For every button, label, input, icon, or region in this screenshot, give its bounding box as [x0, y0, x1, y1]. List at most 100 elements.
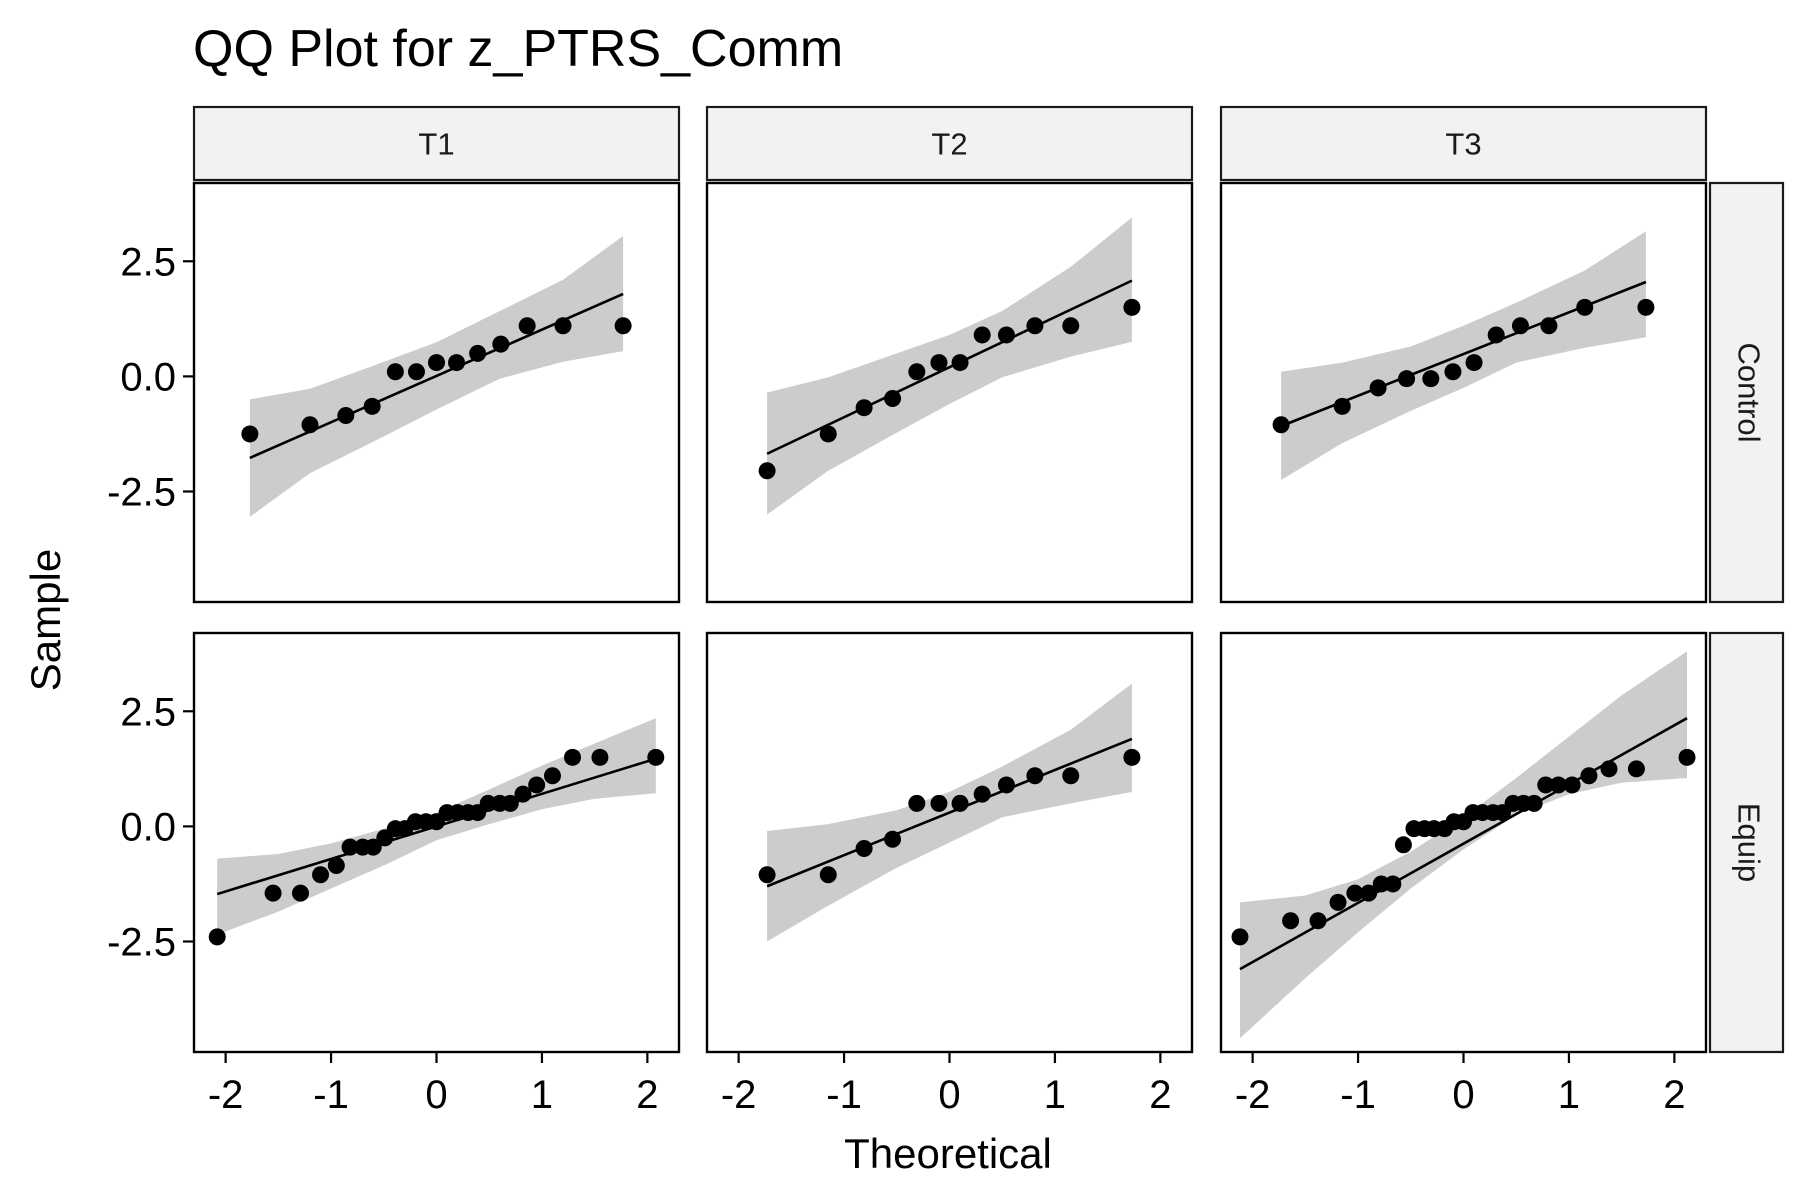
- data-point: [543, 767, 561, 785]
- facet-panels: T1 T2 T3ControlEquip-2.50.02.5-2.50.02.5-2…: [107, 105, 1785, 1117]
- panel-t3-control: [1219, 181, 1708, 604]
- data-point: [614, 317, 632, 335]
- data-point: [884, 830, 902, 848]
- data-point: [973, 785, 991, 803]
- data-point: [951, 794, 969, 812]
- y-tick-label: 0.0: [120, 355, 176, 399]
- data-point: [1384, 875, 1402, 893]
- x-tick-label: -1: [826, 1073, 862, 1117]
- data-point: [930, 794, 948, 812]
- panel-t1-control: -2.5 0.0 2.5: [107, 181, 681, 604]
- panel-t2-control: [705, 181, 1194, 604]
- data-point: [930, 354, 948, 372]
- data-point: [327, 857, 345, 875]
- data-point: [1394, 836, 1412, 854]
- y-tick-label: 2.5: [120, 690, 176, 734]
- data-point: [951, 354, 969, 372]
- data-point: [301, 416, 319, 434]
- data-point: [1563, 776, 1581, 794]
- panel-t2-equip: -2 -1 0 1 2: [705, 631, 1194, 1117]
- data-point: [492, 335, 510, 353]
- data-point: [1537, 776, 1555, 794]
- data-point: [908, 794, 926, 812]
- panel-t1-equip: -2.5 0.0 2.5 -2 -1 0 1 2: [107, 631, 681, 1117]
- x-tick-label: 1: [1044, 1073, 1066, 1117]
- x-tick-label: 1: [531, 1073, 553, 1117]
- data-point: [908, 363, 926, 381]
- data-point: [647, 748, 665, 766]
- y-axis-title: Sample: [22, 549, 69, 691]
- data-point: [1282, 912, 1300, 930]
- data-point: [1369, 379, 1387, 397]
- row-strip-equip: [1708, 631, 1785, 1054]
- y-tick-label: 2.5: [120, 240, 176, 284]
- data-point: [1678, 748, 1696, 766]
- x-tick-label: 2: [636, 1073, 658, 1117]
- qq-reference-line: [766, 279, 1133, 455]
- y-tick-label: 0.0: [120, 805, 176, 849]
- column-strip-label: T2: [931, 127, 967, 162]
- panel-border: [1219, 181, 1708, 604]
- data-point: [1231, 928, 1249, 946]
- qq-reference-line: [766, 737, 1133, 888]
- chart-title: QQ Plot for z_PTRS_Comm: [193, 20, 843, 78]
- data-point: [758, 866, 776, 884]
- data-point: [1511, 317, 1529, 335]
- confidence-band: [1281, 231, 1646, 480]
- data-point: [1444, 363, 1462, 381]
- column-strip-label: T1: [418, 127, 454, 162]
- data-point: [291, 884, 309, 902]
- data-point: [1123, 298, 1141, 316]
- data-point: [386, 363, 404, 381]
- data-point: [819, 866, 837, 884]
- data-point: [428, 354, 445, 372]
- data-point: [1540, 317, 1558, 335]
- x-tick-label: -1: [313, 1073, 349, 1117]
- column-strip-t3: [1219, 105, 1708, 182]
- x-tick-label: -2: [208, 1073, 244, 1117]
- data-point: [1333, 397, 1351, 415]
- row-strip-control: [1708, 181, 1785, 604]
- data-point: [337, 407, 355, 425]
- x-tick-label: 2: [1149, 1073, 1171, 1117]
- data-point: [1123, 748, 1141, 766]
- data-point: [1637, 298, 1655, 316]
- data-point: [341, 838, 359, 856]
- panel-border: [705, 181, 1194, 604]
- data-point: [1272, 416, 1290, 434]
- data-point: [819, 425, 837, 443]
- data-point: [1627, 760, 1645, 778]
- data-point: [448, 354, 466, 372]
- data-point: [1600, 760, 1618, 778]
- column-strip-label: T3: [1445, 127, 1481, 162]
- panel-border: [192, 181, 681, 604]
- data-point: [407, 363, 425, 381]
- y-tick-label: -2.5: [107, 920, 176, 964]
- row-strip-label: Control: [1731, 343, 1766, 443]
- data-point: [1346, 884, 1364, 902]
- data-point: [1549, 776, 1567, 794]
- x-tick-label: -1: [1340, 1073, 1376, 1117]
- y-tick-label: -2.5: [107, 470, 176, 514]
- data-point: [1309, 912, 1327, 930]
- qq-reference-line: [1239, 717, 1688, 971]
- data-point: [554, 317, 572, 335]
- column-strip-t2: [705, 105, 1194, 182]
- data-point: [1525, 794, 1543, 812]
- x-tick-label: -2: [1235, 1073, 1271, 1117]
- x-tick-label: -2: [721, 1073, 757, 1117]
- data-point: [501, 794, 519, 812]
- x-tick-label: 0: [425, 1073, 447, 1117]
- data-point: [1422, 370, 1440, 388]
- data-point: [241, 425, 259, 443]
- x-tick-label: 1: [1558, 1073, 1580, 1117]
- data-point: [1026, 767, 1044, 785]
- panel-t3-equip: -2 -1 0 1 2: [1219, 631, 1708, 1117]
- row-strip-label: Equip: [1731, 803, 1766, 882]
- data-point: [855, 839, 873, 857]
- data-point: [528, 776, 546, 794]
- data-point: [514, 785, 532, 803]
- data-point: [1026, 317, 1044, 335]
- data-point: [1062, 767, 1080, 785]
